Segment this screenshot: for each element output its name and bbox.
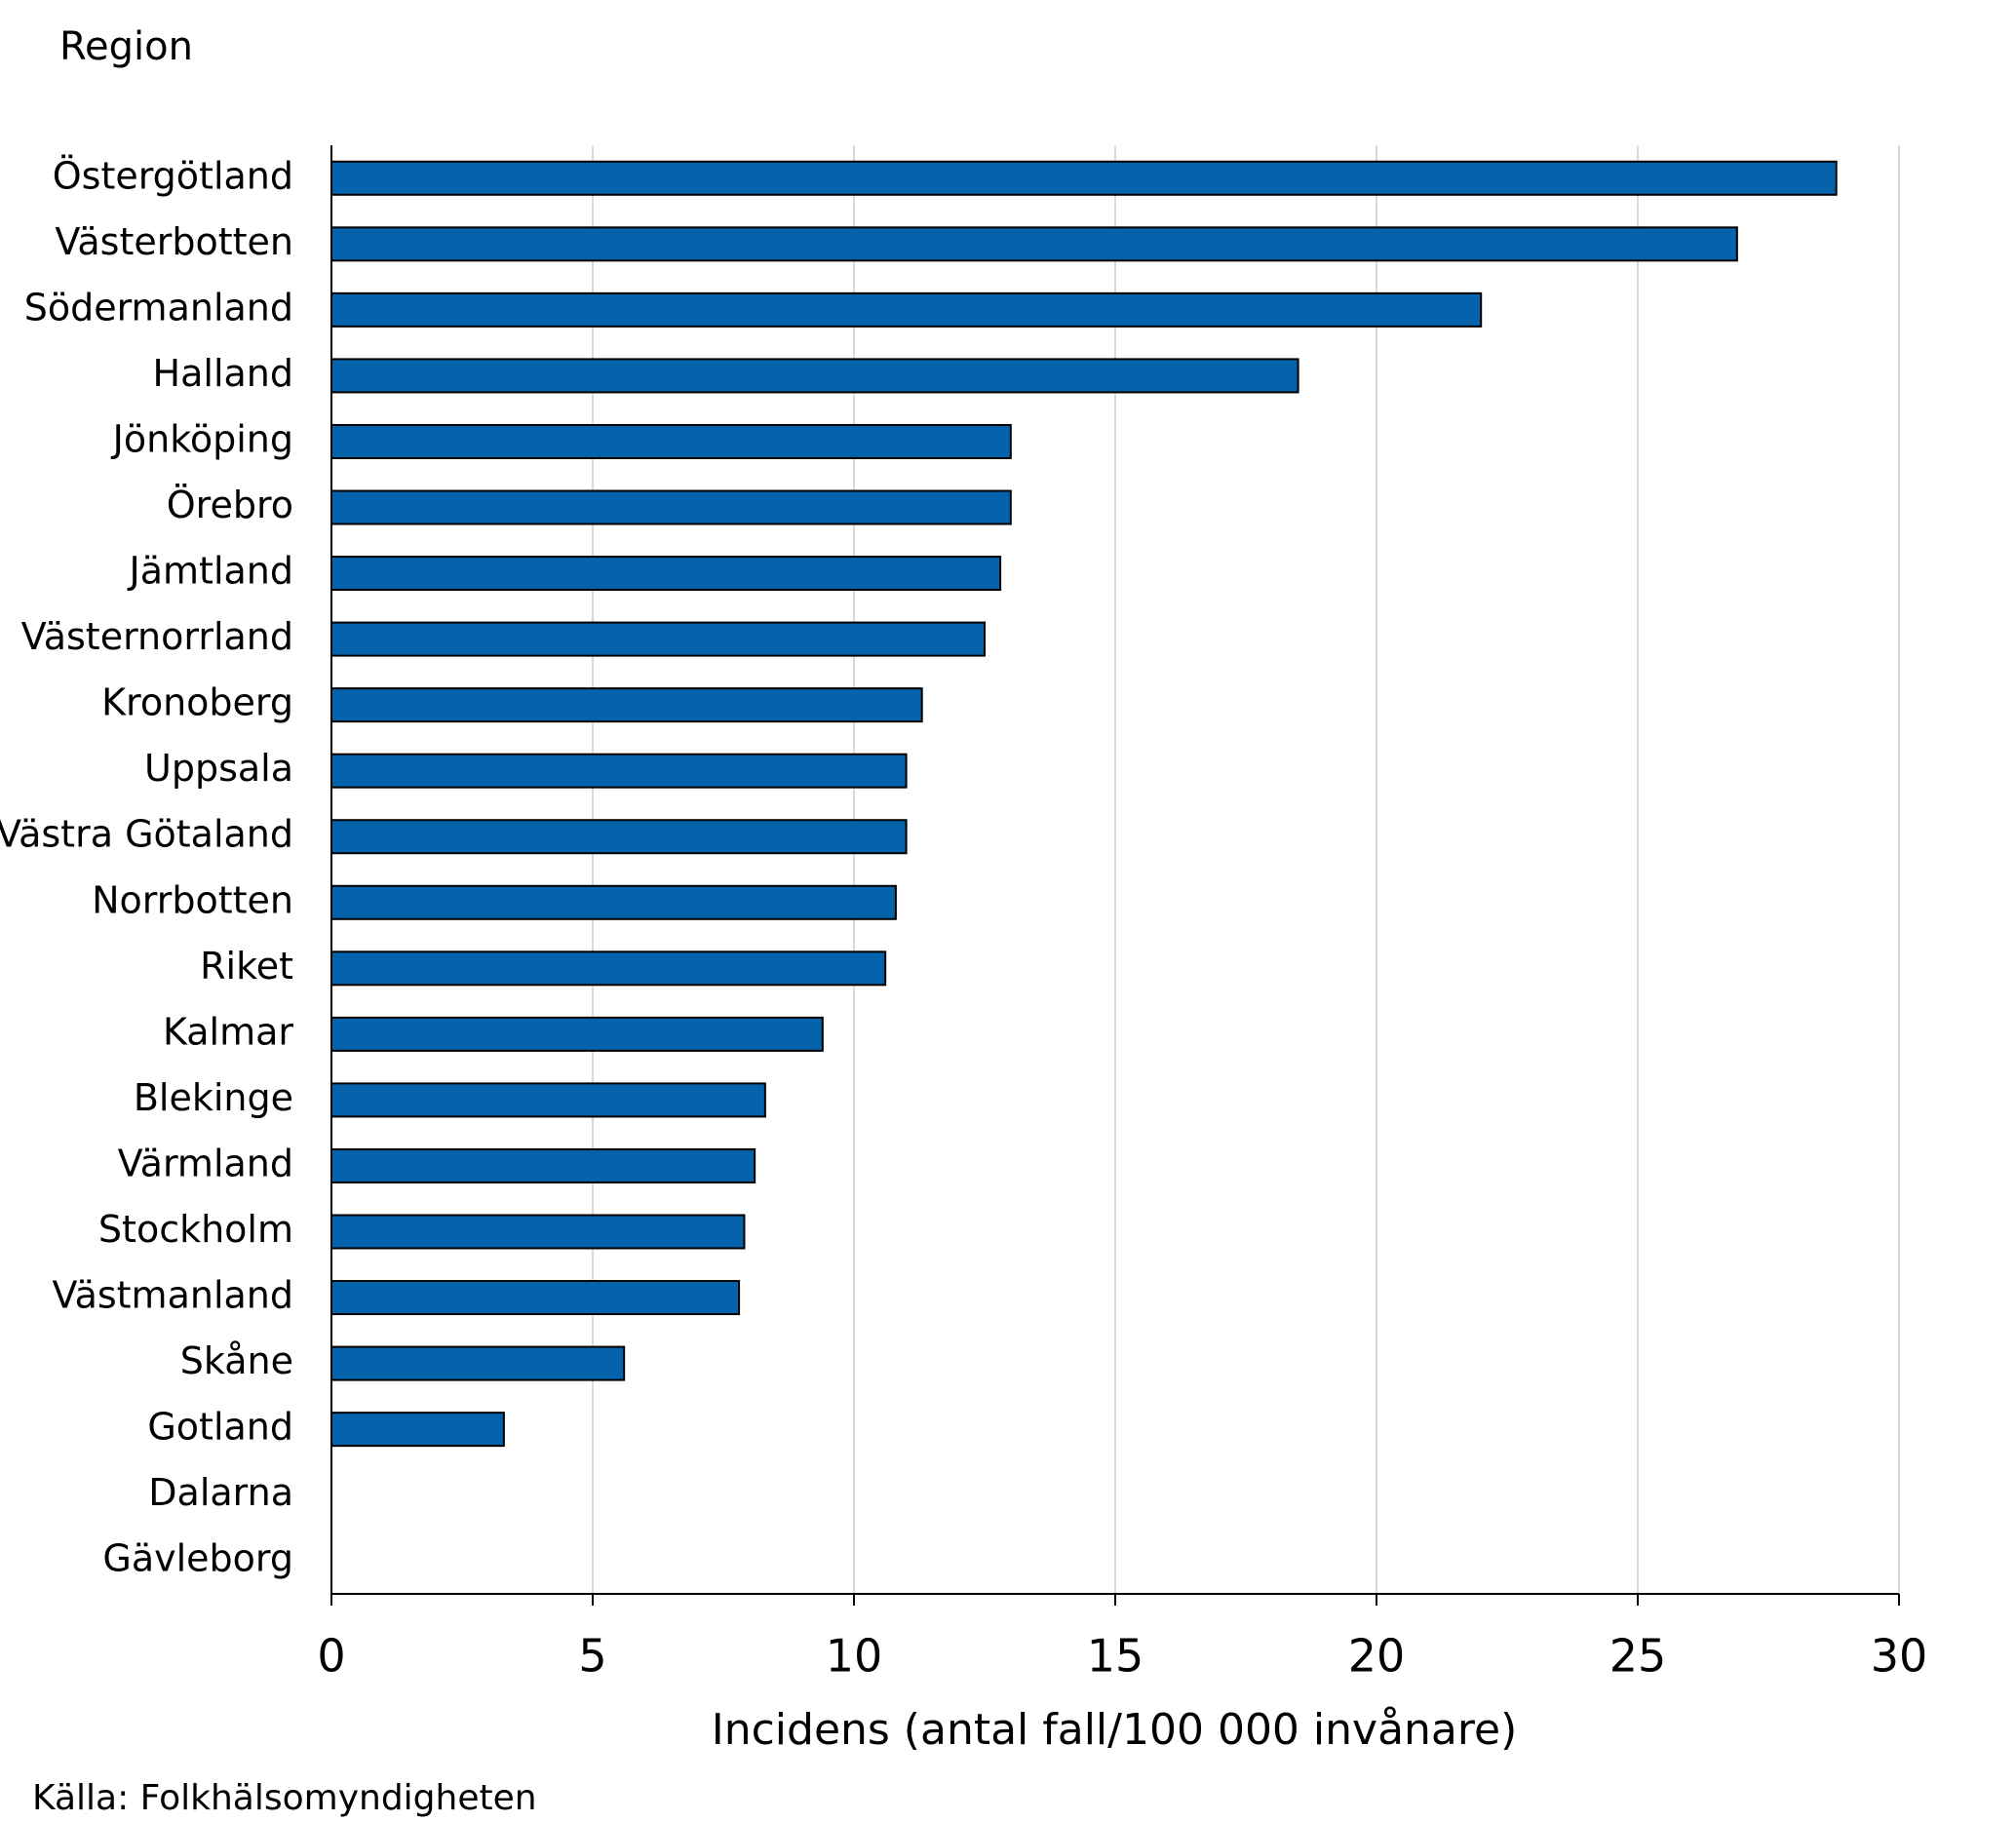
y-tick-label: Södermanland xyxy=(24,286,293,329)
y-tick-label: Jönköping xyxy=(111,417,293,460)
y-tick-label: Skåne xyxy=(180,1339,293,1382)
y-tick-label: Västerbotten xyxy=(55,220,293,263)
y-tick-label: Norrbotten xyxy=(92,878,293,921)
y-tick-label: Blekinge xyxy=(134,1076,293,1119)
x-tick-label: 30 xyxy=(1871,1630,1928,1683)
bar xyxy=(330,489,1012,525)
x-tick-label: 15 xyxy=(1087,1630,1144,1683)
source-note: Källa: Folkhälsomyndigheten xyxy=(32,1778,537,1818)
bar xyxy=(330,1280,741,1316)
y-tick-label: Västra Götaland xyxy=(0,813,293,856)
bar xyxy=(330,226,1738,262)
x-tick-label: 20 xyxy=(1348,1630,1406,1683)
bar xyxy=(330,160,1838,196)
bar xyxy=(330,687,923,723)
bar xyxy=(330,950,887,987)
y-tick-label: Jämtland xyxy=(128,550,293,593)
y-tick-label: Örebro xyxy=(167,484,293,526)
y-tick-label: Värmland xyxy=(118,1142,293,1184)
y-axis-title: Region xyxy=(59,24,193,69)
y-tick-label: Kalmar xyxy=(163,1010,293,1053)
y-tick-label: Gotland xyxy=(147,1406,293,1449)
bar xyxy=(330,1082,766,1118)
x-tick-label: 5 xyxy=(578,1630,606,1683)
y-tick-label: Stockholm xyxy=(98,1208,293,1251)
y-tick-label: Västmanland xyxy=(53,1274,293,1317)
y-tick-label: Uppsala xyxy=(144,747,293,790)
bar xyxy=(330,884,897,920)
x-tick-label: 0 xyxy=(317,1630,345,1683)
bar xyxy=(330,753,908,789)
bar xyxy=(330,1214,746,1250)
bar xyxy=(330,1147,756,1183)
y-tick-label: Västernorrland xyxy=(21,615,293,658)
bar xyxy=(330,423,1012,459)
y-tick-label: Riket xyxy=(200,945,293,988)
bar xyxy=(330,556,1002,592)
bar xyxy=(330,1345,626,1381)
bar xyxy=(330,1412,505,1448)
y-tick-label: Östergötland xyxy=(53,154,293,197)
x-axis-title: Incidens (antal fall/100 000 invånare) xyxy=(712,1705,1518,1755)
y-tick-label: Dalarna xyxy=(148,1471,293,1514)
x-tick-label: 10 xyxy=(826,1630,883,1683)
y-tick-label: Kronoberg xyxy=(101,681,293,724)
bar xyxy=(330,358,1299,394)
y-tick-label: Halland xyxy=(153,352,293,395)
y-tick-label: Gävleborg xyxy=(102,1537,293,1580)
bar xyxy=(330,621,986,657)
bar xyxy=(330,291,1483,328)
bar xyxy=(330,1016,824,1052)
x-tick-label: 25 xyxy=(1609,1630,1667,1683)
bar xyxy=(330,819,908,855)
